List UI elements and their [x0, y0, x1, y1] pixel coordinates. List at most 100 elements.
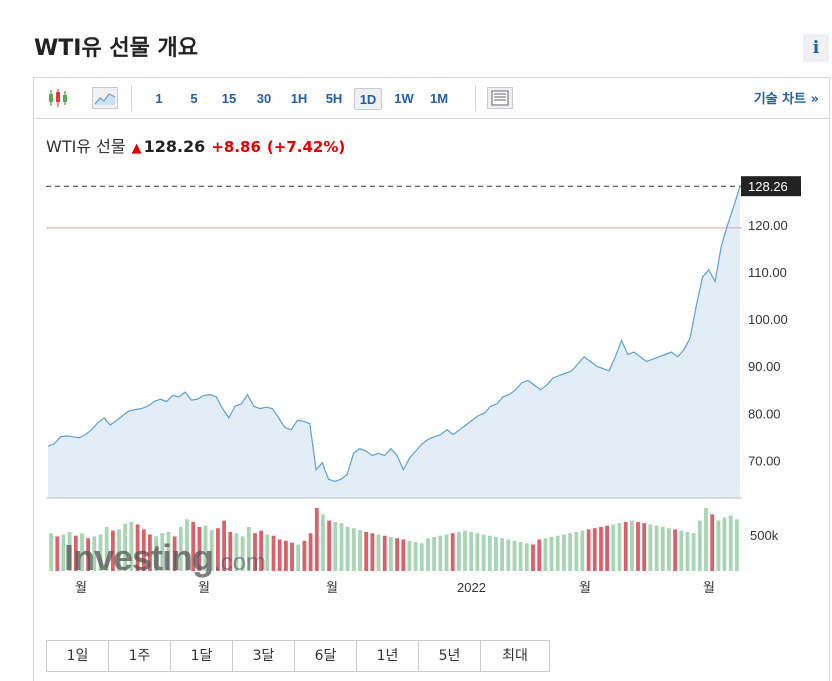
y-tick-label: 90.00 [748, 359, 781, 374]
volume-bar [296, 544, 301, 571]
volume-bar [86, 538, 90, 571]
interval-button-1m[interactable]: 1M [429, 91, 449, 106]
range-button[interactable]: 1년 [357, 641, 419, 671]
volume-bar [728, 515, 733, 571]
y-tick-label: 100.00 [748, 312, 788, 327]
volume-bar [327, 520, 331, 571]
volume-bar [463, 530, 467, 571]
area-chart-icon[interactable] [92, 87, 118, 109]
interval-button-30[interactable]: 30 [256, 91, 272, 106]
range-button[interactable]: 6달 [295, 641, 357, 671]
volume-bar [648, 524, 653, 571]
range-button[interactable]: 1일 [47, 641, 109, 671]
volume-bar [253, 533, 257, 571]
volume-bar [123, 523, 128, 572]
technical-chart-link[interactable]: 기술 차트 » [753, 92, 819, 107]
info-button[interactable]: i [803, 34, 829, 62]
volume-bar [691, 533, 696, 571]
volume-bar [475, 533, 480, 571]
price-area [48, 186, 740, 498]
volume-bar [271, 535, 276, 571]
volume-bar [444, 534, 449, 571]
interval-button-15[interactable]: 15 [221, 91, 237, 106]
volume-bar [457, 531, 461, 571]
volume-bar [636, 521, 640, 571]
volume-bar [376, 534, 381, 571]
volume-bar [580, 530, 585, 571]
volume-bar [191, 521, 196, 571]
volume-bar [574, 531, 579, 571]
price-change-percent: (+7.42%) [266, 138, 346, 156]
volume-bar [203, 525, 208, 571]
last-price-tag [741, 176, 801, 197]
y-tick-label: 70.00 [748, 453, 781, 468]
volume-bar [642, 523, 647, 571]
volume-bar [185, 519, 189, 571]
interval-button-5[interactable]: 5 [190, 91, 198, 106]
volume-bar [413, 542, 418, 571]
volume-bar [160, 533, 165, 571]
volume-bar [197, 526, 202, 571]
volume-bar [339, 523, 344, 571]
volume-bar [117, 529, 121, 571]
interval-button-1w[interactable]: 1W [394, 91, 414, 106]
page-title: WTI유 선물 개요 [34, 36, 198, 61]
range-button[interactable]: 최대 [502, 648, 528, 664]
price-chart[interactable]: 70.00 80.00 90.00 100.00 110.00 120.00 128.26 5… [34, 78, 829, 598]
volume-bar [407, 540, 412, 571]
volume-bar [487, 535, 492, 571]
volume-bar [148, 534, 152, 571]
volume-bar [73, 535, 78, 571]
volume-bar [104, 526, 109, 571]
volume-bar [172, 536, 177, 572]
volume-bar [154, 536, 158, 572]
volume-bar [500, 538, 504, 571]
x-tick-label: 월 [326, 580, 338, 595]
volume-bar [364, 531, 369, 571]
volume-bar [506, 539, 511, 571]
interval-button-5h[interactable]: 5H [325, 91, 343, 106]
volume-bar [599, 526, 603, 571]
y-tick-label: 120.00 [748, 218, 788, 233]
chart-panel: 1 5 15 30 1H 5H 1D 1W 1M 기술 차트 » WTI유 선물 ▲ 128.26 +… [33, 77, 830, 681]
volume-bar [524, 543, 529, 571]
candlestick-icon[interactable] [46, 87, 72, 109]
volume-bar [166, 531, 171, 571]
volume-bar [277, 539, 282, 571]
volume-bar [80, 533, 84, 571]
volume-bar [617, 523, 622, 571]
volume-bar [259, 530, 263, 571]
volume-bar [240, 536, 245, 572]
investing-watermark-suffix: .com [214, 549, 266, 576]
volume-bar [568, 533, 572, 571]
investing-watermark: Investing [64, 537, 213, 578]
volume-bar [426, 538, 430, 571]
volume-bar [351, 528, 356, 571]
chart-toolbar: 1 5 15 30 1H 5H 1D 1W 1M 기술 차트 » [34, 78, 829, 119]
volume-bar [481, 534, 486, 571]
news-icon[interactable] [487, 87, 513, 109]
x-tick-label: 월 [75, 580, 87, 595]
interval-button-1h[interactable]: 1H [290, 91, 308, 106]
volume-bar [228, 531, 233, 571]
instrument-name: WTI유 선물 [46, 137, 126, 156]
volume-bar [611, 524, 616, 571]
range-button[interactable]: 1주 [109, 641, 171, 671]
range-button[interactable]: 3달 [233, 641, 295, 671]
volume-bar [549, 537, 554, 571]
interval-button-1d[interactable]: 1D [354, 88, 382, 110]
volume-bar [512, 540, 517, 571]
quote-header: WTI유 선물 ▲ 128.26 +8.86 (+7.42%) [46, 133, 345, 157]
volume-bar [246, 526, 251, 571]
range-button[interactable]: 5년 [419, 641, 481, 671]
volume-bar [605, 525, 609, 571]
volume-bar [432, 537, 436, 571]
interval-button-1[interactable]: 1 [155, 91, 163, 106]
range-button[interactable]: 1달 [171, 641, 233, 671]
volume-bar [345, 526, 350, 571]
volume-bar [586, 529, 591, 571]
x-tick-label: 월 [703, 580, 715, 595]
volume-bar [358, 530, 362, 572]
volume-bar [679, 530, 684, 571]
volume-bar [518, 542, 523, 571]
